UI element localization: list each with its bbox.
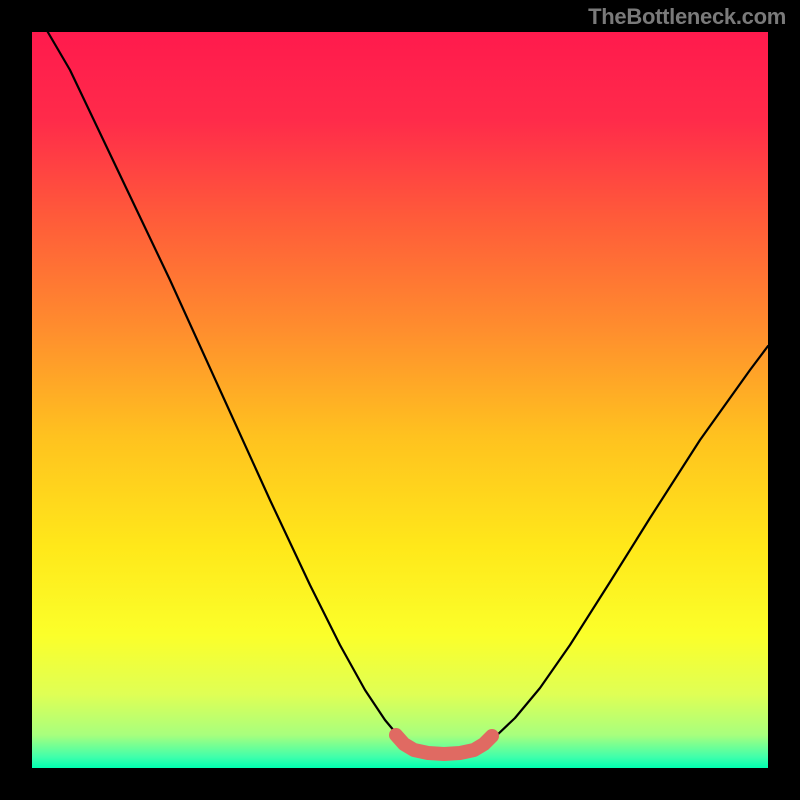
chart-svg-overlay [0,0,800,800]
watermark-text: TheBottleneck.com [588,4,786,30]
chart-container: TheBottleneck.com [0,0,800,800]
bottom-marker [396,735,492,754]
bottleneck-curve [32,5,768,751]
